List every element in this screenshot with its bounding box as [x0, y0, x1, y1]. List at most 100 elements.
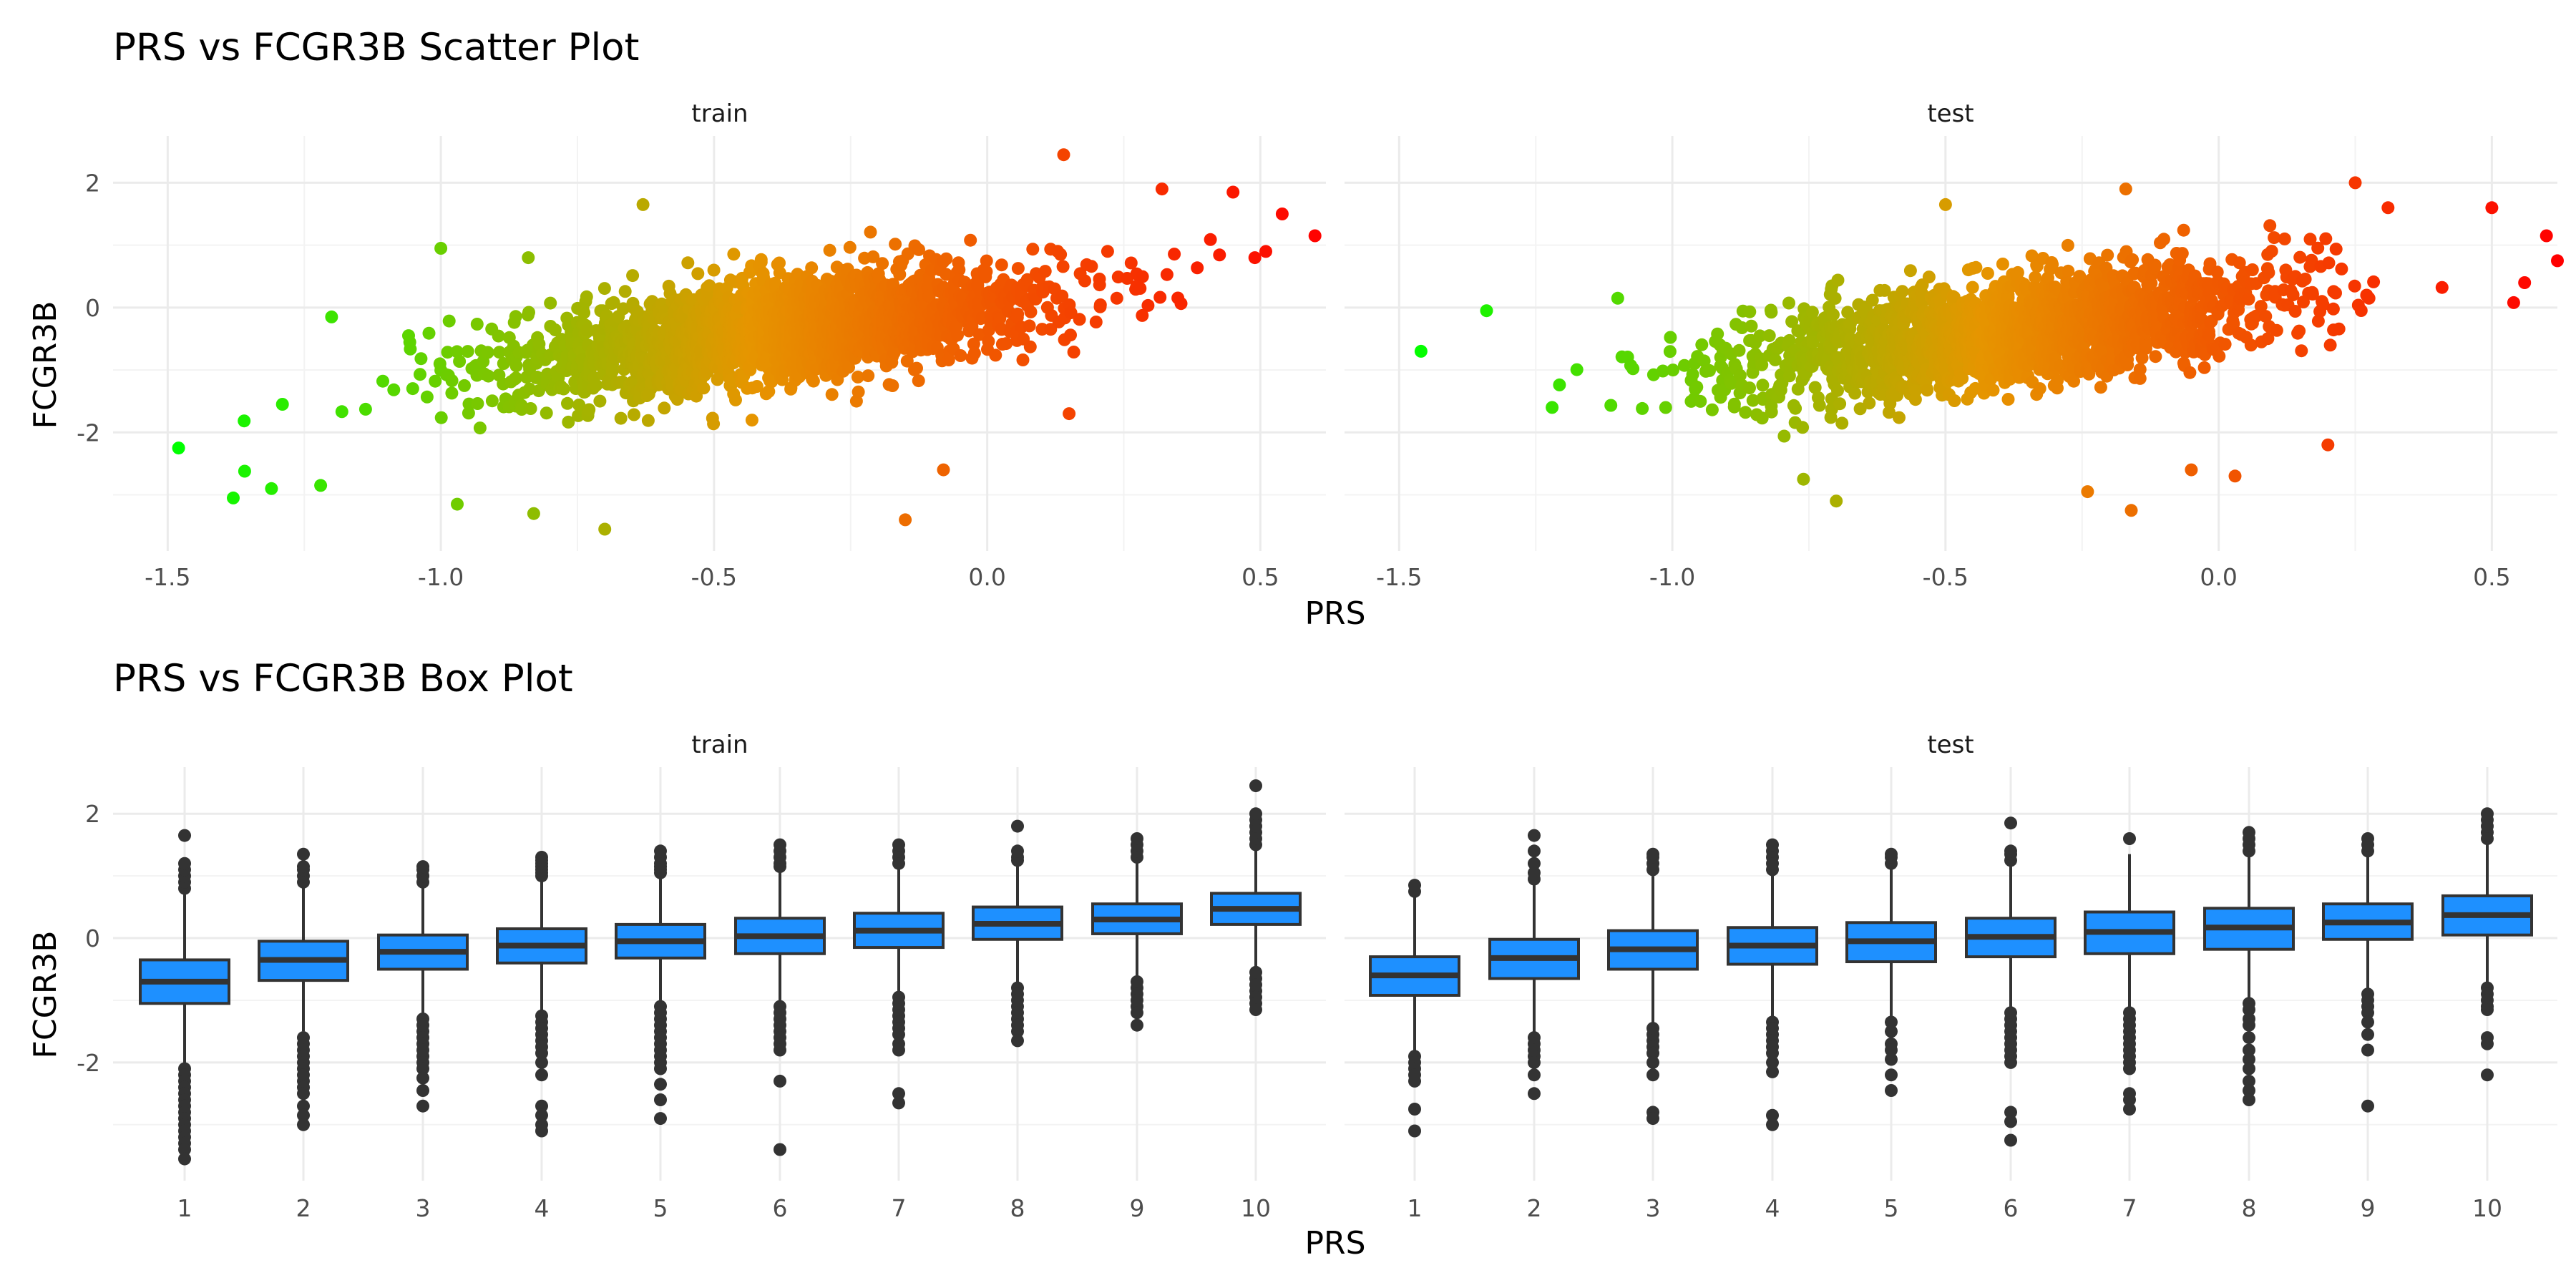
scatter-point [458, 379, 471, 392]
scatter-x-tick-label: 0.0 [968, 563, 1005, 591]
scatter-point [2329, 286, 2342, 300]
scatter-point [485, 394, 499, 408]
scatter-point [593, 394, 607, 408]
box-outlier [297, 847, 310, 861]
scatter-point [453, 355, 467, 368]
scatter-point [387, 383, 401, 396]
box-outlier [774, 1074, 786, 1088]
box-outlier [1131, 1018, 1143, 1032]
scatter-point [238, 414, 251, 428]
scatter-point [2124, 504, 2138, 517]
box-outlier [1885, 1068, 1898, 1082]
scatter-panel-test [1345, 136, 2564, 551]
scatter-point [1789, 401, 1802, 415]
scatter-point [2335, 262, 2348, 275]
scatter-point [1414, 344, 1428, 358]
scatter-point [1695, 338, 1709, 351]
scatter-point [2540, 229, 2553, 243]
scatter-point [2094, 381, 2107, 394]
box-outlier [1011, 819, 1024, 833]
scatter-point [481, 346, 494, 359]
scatter-point [1705, 403, 1719, 416]
box-outlier [1249, 807, 1262, 821]
scatter-point [1133, 282, 1147, 295]
box-outlier [1249, 779, 1262, 793]
scatter-point [1686, 368, 1699, 381]
scatter-point [1782, 296, 1795, 310]
box-y-tick-label: 2 [85, 800, 100, 828]
scatter-x-tick-label: 0.5 [1241, 563, 1279, 591]
scatter-point [1690, 380, 1704, 394]
scatter-point [2029, 270, 2042, 284]
scatter-point [2354, 304, 2368, 317]
scatter-point [843, 240, 857, 254]
box-3 [377, 860, 469, 1113]
box-outlier [1646, 1068, 1659, 1082]
scatter-point [470, 318, 484, 331]
scatter-point [1756, 379, 1770, 392]
scatter-point [1703, 364, 1716, 377]
scatter-point [1831, 273, 1845, 287]
scatter-point [1259, 245, 1272, 258]
scatter-point [2177, 223, 2190, 237]
scatter-point [1073, 313, 1086, 326]
scatter-point [1226, 185, 1240, 199]
scatter-point [572, 399, 586, 411]
box-x-tick-label: 9 [1130, 1194, 1145, 1222]
scatter-point [1777, 429, 1791, 443]
scatter-point [607, 296, 620, 309]
box-outlier [892, 1096, 905, 1110]
scatter-point [1797, 472, 1810, 486]
scatter-point [2295, 344, 2308, 358]
scatter-point [2140, 338, 2152, 352]
scatter-point [1093, 278, 1106, 292]
scatter-point [614, 411, 628, 425]
scatter-point [1248, 251, 1262, 265]
scatter-point [582, 403, 596, 416]
scatter-point [1141, 298, 1155, 312]
box-outlier [297, 1087, 310, 1101]
box-x-tick-label: 8 [2242, 1194, 2257, 1222]
scatter-point [422, 326, 436, 340]
box-outlier [654, 1112, 667, 1126]
box-2 [258, 847, 349, 1131]
box-outlier [654, 1062, 667, 1075]
scatter-point [636, 197, 650, 211]
scatter-point [540, 406, 553, 420]
box-outlier [1885, 1053, 1898, 1066]
scatter-point [2197, 361, 2211, 374]
scatter-point [980, 254, 993, 268]
scatter-point [265, 482, 278, 495]
scatter-point [1155, 182, 1169, 196]
scatter-point [2323, 338, 2337, 352]
scatter-x-tick-label: 0.0 [2200, 563, 2237, 591]
scatter-point [404, 342, 417, 356]
scatter-point [886, 379, 899, 392]
box-x-tick-label: 8 [1010, 1194, 1025, 1222]
scatter-point [1191, 261, 1204, 275]
box-7 [2084, 832, 2175, 1116]
box-outlier [2243, 826, 2255, 839]
box-outlier [535, 1055, 548, 1069]
box-2 [1488, 829, 1580, 1101]
scatter-point [471, 397, 484, 410]
scatter-point [2263, 219, 2277, 233]
box-x-tick-label: 2 [1527, 1194, 1542, 1222]
scatter-point [762, 385, 776, 399]
box-outlier [2243, 1018, 2255, 1032]
box-outlier [1528, 1068, 1541, 1082]
scatter-point [707, 417, 721, 431]
box-panel-train [113, 767, 1326, 1181]
scatter-point [2270, 323, 2283, 337]
box-outlier [892, 838, 905, 852]
scatter-test-points [1414, 176, 2564, 517]
scatter-point [1124, 256, 1138, 270]
box-outlier [1885, 1025, 1898, 1038]
scatter-point [2348, 279, 2361, 293]
scatter-point [429, 374, 442, 388]
scatter-point [940, 252, 953, 265]
scatter-point [1626, 362, 1640, 376]
scatter-point [2218, 338, 2232, 351]
box-outlier [892, 1043, 905, 1057]
box-outlier [1011, 1034, 1024, 1048]
